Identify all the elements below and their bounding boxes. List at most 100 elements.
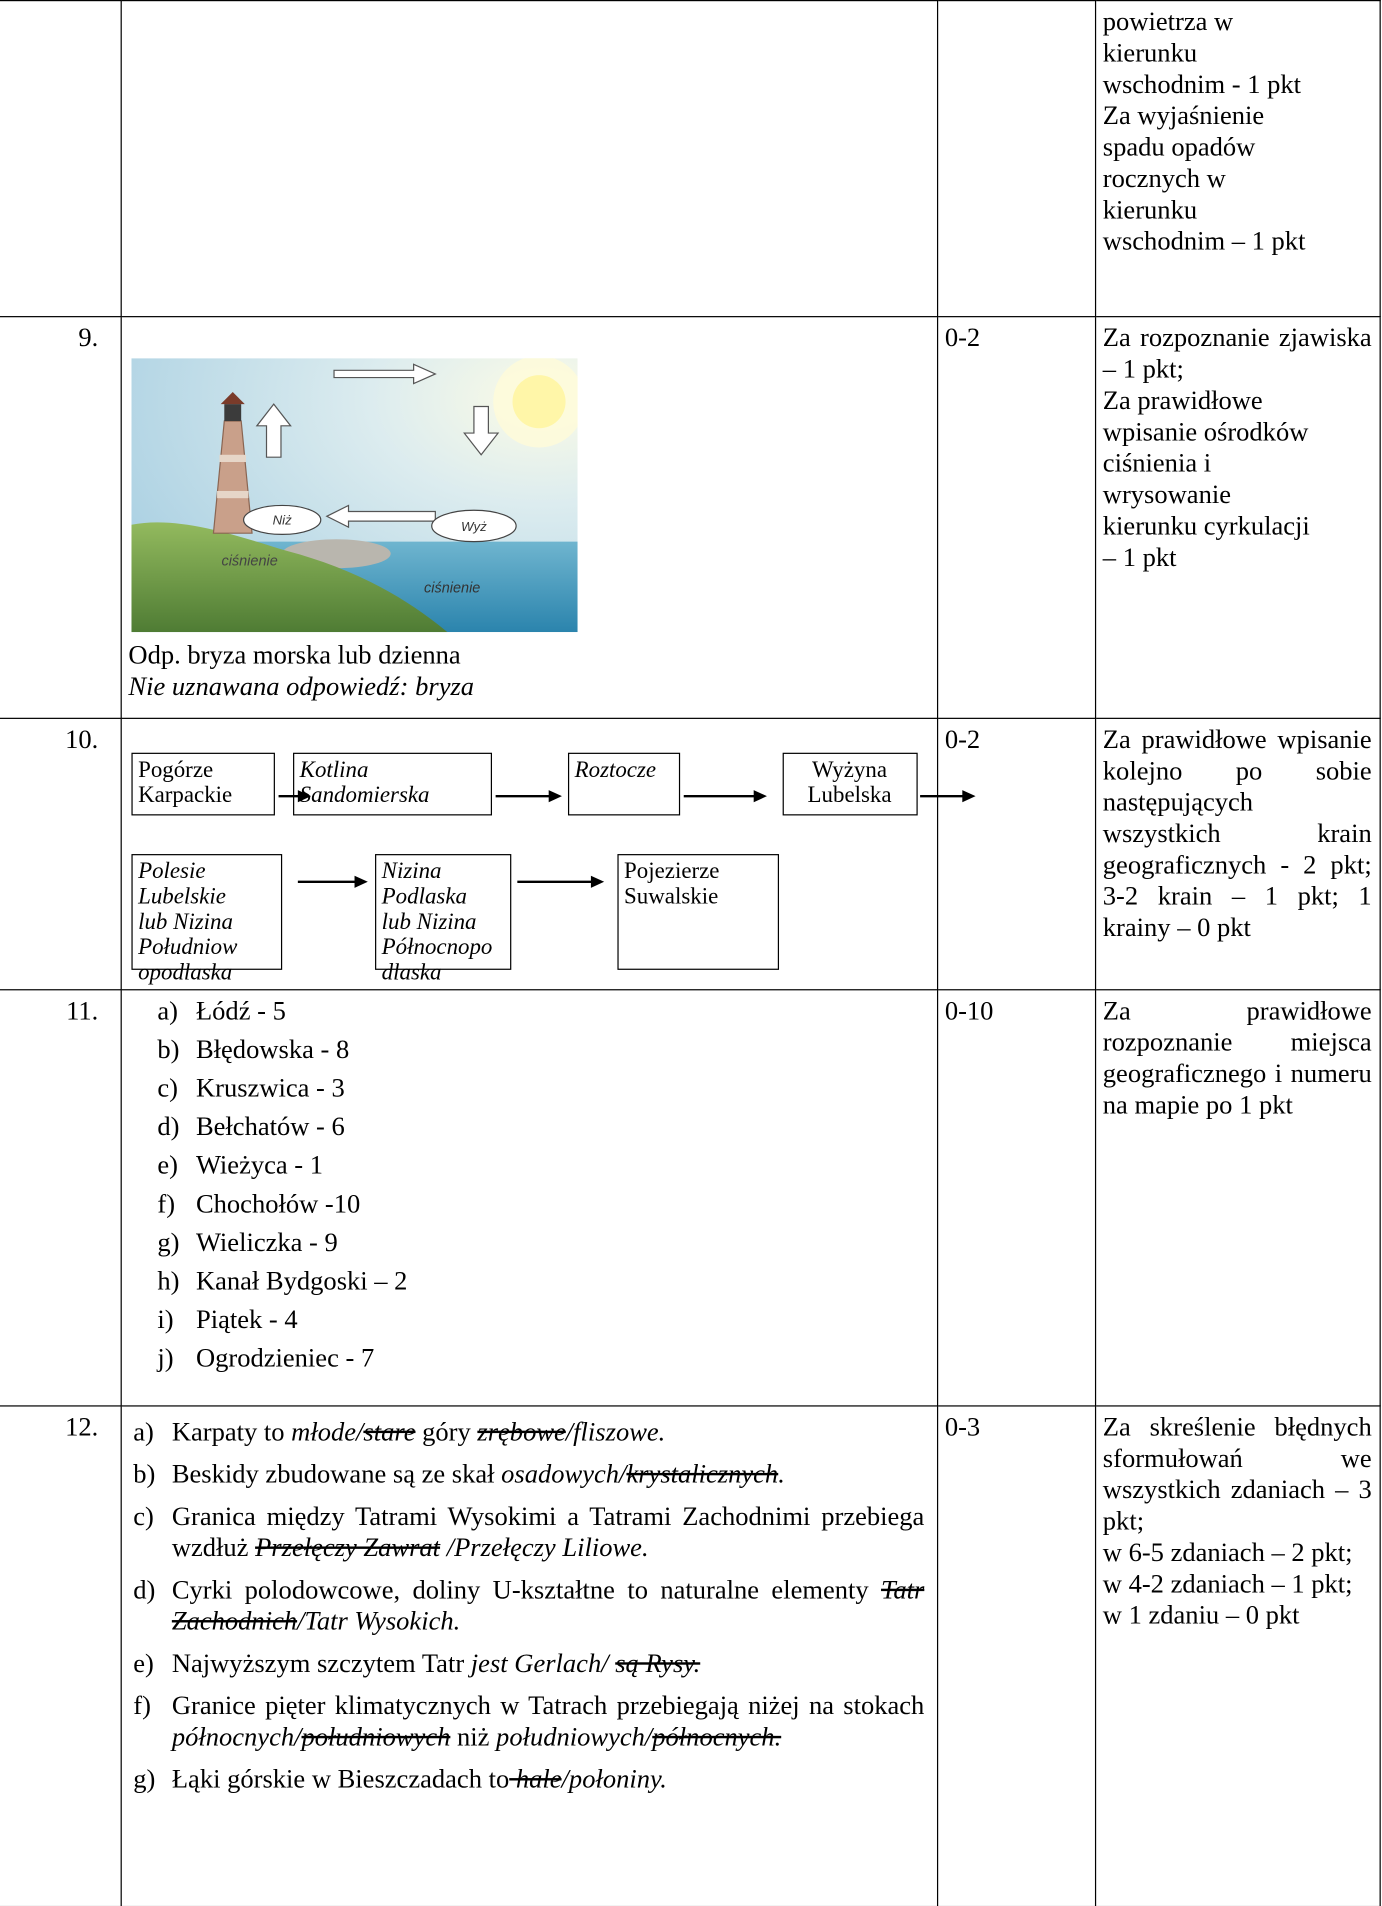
content-cell: Niż Wyż ciśnienie ciśnienie Odp. bryza morsk… [119,316,938,719]
statement-text: Beskidy zbudowane są ze skał osadowych/k… [172,1458,929,1489]
statement: g) Łąki górskie w Bieszczadach to hale/po… [128,1764,929,1795]
arrow-head [753,790,767,803]
flow-text: Karpackie [138,782,233,809]
flow-text: Podlaska [381,884,467,910]
statement-part: są Rysy. [615,1647,701,1678]
statement-part: osadowych/ [501,1458,627,1489]
statement-part: południowych/ [496,1721,653,1752]
flow-text: lub Nizina [381,909,477,935]
number-cell: 12. [0,1405,122,1906]
criteria-text: w 1 zdaniu – 0 pkt [1102,1599,1300,1630]
content-cell: Pogórze Karpackie Kotlina Sandomierska Rozto… [119,717,975,991]
number-cell: 10. [0,717,122,991]
number-cell: 11. [0,989,122,1407]
item-text: Błędowska - 8 [195,1033,350,1064]
points-cell: 0-3 [936,1405,1096,1906]
statement-letter: c) [133,1500,154,1531]
arrow-left [324,504,436,529]
criteria-text: w 6-5 zdaniach – 2 pkt; [1102,1536,1353,1567]
note: Nie uznawana odpowiedź: bryza [128,670,475,701]
item-text: Wieliczka - 9 [195,1226,338,1257]
statement-part: /Tatr Wysokich. [297,1605,461,1636]
criteria-text: wschodnim – 1 pkt [1102,225,1306,256]
criteria-text: wpisanie ośrodków [1102,416,1309,447]
item-letter: d) [157,1111,180,1142]
criteria-text: wschodnim - 1 pkt [1102,68,1302,99]
task-number: 10. [65,723,99,754]
flow-text: lub Nizina [138,909,233,935]
item-letter: h) [157,1265,180,1296]
statement-part: zrębowe [477,1416,566,1447]
statement-text: Granica między Tatrami Wysokimi a Tatram… [172,1501,929,1564]
flow-box: Pogórze Karpackie [130,752,275,816]
statement-letter: d) [133,1574,156,1605]
arrow-head [590,875,604,888]
statement-part: Karpaty to [171,1416,292,1447]
criteria-text: kierunku cyrkulacji [1102,510,1310,541]
arrow-up [255,403,292,458]
points: 0-2 [944,723,981,754]
lighthouse-lantern [223,404,241,421]
flow-box: Wyżyna Lubelska [782,752,918,816]
list-item: f) Chochołów -10 [128,1188,929,1227]
criteria-text: ciśnienia i [1102,447,1212,478]
list-item: j) Ogrodzieniec - 7 [128,1343,929,1382]
statement-part: krystalicznych [626,1458,779,1489]
item-text: Kanał Bydgoski – 2 [195,1265,408,1296]
statement-part: jest Gerlach/ [470,1647,616,1678]
flow-text: Roztocze [574,757,657,783]
diagram-label: ciśnienie [221,554,277,570]
points: 0-10 [944,995,994,1026]
lighthouse-stripe [216,490,248,499]
flow-text: opodlaska [138,960,233,986]
statement-part: Najwyższym szczytem Tatr [171,1647,471,1678]
breeze-diagram: Niż Wyż ciśnienie ciśnienie [130,358,578,633]
table-row: powietrza w kierunku wschodnim - 1 pkt Za w… [0,0,1381,318]
criteria-text: wrysowanie [1102,478,1231,510]
criteria-text: spadu opadów [1102,131,1256,162]
statement-letter: f) [133,1690,151,1721]
criteria-cell: Za skreślenie błędnych sformułowań we ws… [1094,1405,1381,1906]
flow-text: Polesie [138,858,206,885]
statement-part: Tatr Zachodnich [171,1574,925,1636]
number-cell [0,0,122,318]
flow-text: Sandomierska [299,782,430,809]
criteria-cell: Za rozpoznanie zjawiska – 1 pkt; Za prawi… [1094,316,1381,719]
diagram-label: Niż [272,513,292,528]
flow-text: Południow [138,934,238,961]
flow-box: Polesie Lubelskie lub Nizina Południow opodl… [130,854,282,986]
flowchart: Pogórze Karpackie Kotlina Sandomierska Rozto… [121,719,975,986]
table-row: 10. Pogórze Karpackie Kotlina Sandomierska Ro… [0,717,1381,991]
flow-text: dlaska [381,960,442,986]
high-pressure [430,509,517,543]
statement-part: Przełęczy Zawrat [255,1532,441,1563]
statement-part: . [778,1458,785,1489]
criteria-text: Za wyjaśnienie [1102,100,1265,131]
criteria-text: Za prawidłowe wpisanie kolejno po sobie … [1102,723,1372,943]
list-item: e) Wieżyca - 1 [128,1150,929,1189]
statement-part: Granica między Tatrami Wysokimi a Tatram… [171,1500,925,1563]
flow-box: Roztocze [567,752,680,816]
statement-part: północnych. [652,1721,782,1752]
statement-letter: a) [133,1416,154,1447]
table-row: 11. a) Łódź - 5 b) Błędowska - 8 c) Kruszwica … [0,989,1381,1407]
statement-part: /fliszowe. [565,1416,666,1447]
statement-letter: e) [133,1647,154,1678]
item-letter: a) [157,995,178,1026]
points-cell: 0-2 [936,316,1096,719]
criteria-text: powietrza w [1102,6,1234,37]
table-row: 9. Niż Wyż ciśnienie ciśnienie Odp. bryza mo… [0,316,1381,719]
arrow-down [462,405,499,456]
arrow-head [353,875,368,888]
statement-part: góry [415,1416,478,1447]
statement-part: Granice pięter klimatycznych w Tatrach p… [171,1690,925,1721]
number-cell: 9. [0,316,122,719]
statement-part: Cyrki polodowcowe, doliny U-kształtne to… [171,1574,882,1605]
statement-text: Najwyższym szczytem Tatr jest Gerlach/ s… [172,1648,929,1679]
criteria-cell: powietrza w kierunku wschodnim - 1 pkt Za w… [1094,0,1381,318]
list-item: g) Wieliczka - 9 [128,1227,929,1266]
item-text: Wieżyca - 1 [195,1149,324,1180]
